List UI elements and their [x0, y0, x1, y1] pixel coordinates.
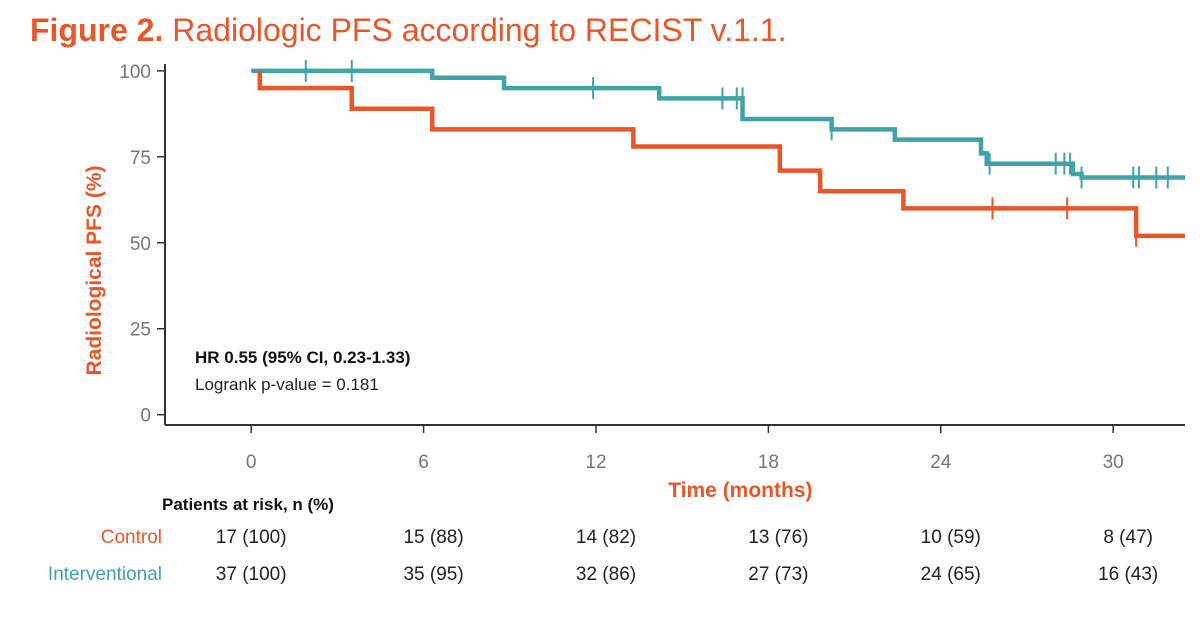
figure-title-text: Radiologic PFS according to RECIST v.1.1…	[172, 12, 787, 48]
risk-cell: 10 (59)	[920, 527, 981, 548]
y-tick-label: 0	[140, 406, 151, 427]
x-tick-label: 24	[930, 452, 952, 473]
risk-cell: 27 (73)	[748, 564, 809, 585]
risk-row-label-control: Control	[100, 527, 162, 548]
x-axis-label: Time (months)	[668, 479, 812, 502]
x-tick-label: 18	[758, 452, 779, 473]
risk-cell: 16 (43)	[1098, 564, 1159, 585]
control-curve	[257, 70, 1185, 239]
interventional-curve	[251, 68, 1185, 180]
hazard-ratio-annotation: HR 0.55 (95% CI, 0.23-1.33)	[195, 348, 410, 367]
x-tick-label: 6	[418, 452, 429, 473]
risk-cell: 24 (65)	[920, 564, 981, 585]
risk-table-header: Patients at risk, n (%)	[162, 495, 334, 514]
risk-cell: 35 (95)	[403, 564, 464, 585]
risk-cell: 17 (100)	[215, 527, 287, 548]
y-tick-label: 100	[119, 62, 151, 83]
figure-title: Figure 2. Radiologic PFS according to RE…	[30, 8, 786, 52]
logrank-annotation: Logrank p-value = 0.181	[195, 375, 379, 394]
figure-label: Figure 2.	[30, 12, 164, 48]
risk-row-label-interventional: Interventional	[47, 564, 162, 585]
y-tick-label: 75	[130, 148, 151, 169]
y-tick-label: 50	[130, 234, 151, 255]
risk-cell: 8 (47)	[1103, 527, 1153, 548]
risk-cell: 15 (88)	[403, 527, 464, 548]
risk-cell: 14 (82)	[575, 527, 637, 548]
risk-cell: 32 (86)	[575, 564, 637, 585]
risk-cell: 13 (76)	[748, 527, 809, 548]
risk-cell: 37 (100)	[215, 564, 287, 585]
x-tick-label: 0	[246, 452, 257, 473]
y-axis-label: Radiological PFS (%)	[83, 165, 106, 375]
y-tick-label: 25	[130, 320, 151, 341]
x-tick-label: 30	[1103, 452, 1124, 473]
x-tick-label: 12	[585, 452, 606, 473]
